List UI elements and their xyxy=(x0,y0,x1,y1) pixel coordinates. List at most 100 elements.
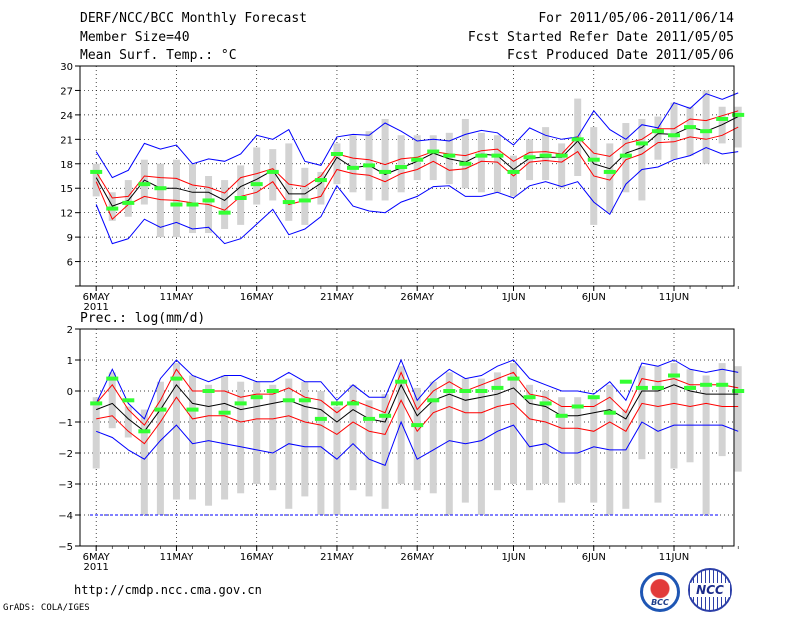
x-tick-label: 11MAY xyxy=(160,552,194,563)
ensemble-range-bar xyxy=(622,409,630,509)
ensemble-mean-line xyxy=(96,383,739,433)
ensemble-range-bar xyxy=(172,159,180,238)
fcst-started-date: Fcst Started Refer Date 2011/05/05 xyxy=(467,30,734,45)
observed-marker xyxy=(347,401,359,406)
observed-marker xyxy=(170,376,183,381)
plot-frame xyxy=(79,328,735,547)
chart-title: DERF/NCC/BCC Monthly Forecast xyxy=(80,11,307,26)
ensemble-range-bar xyxy=(333,143,341,185)
ensemble-range-bar xyxy=(526,139,534,181)
ensemble-range-bar xyxy=(189,163,196,234)
observed-marker xyxy=(234,196,247,200)
y-tick-label: 30 xyxy=(60,62,73,73)
y-tick-label: 12 xyxy=(60,209,73,220)
ensemble-range-bar xyxy=(686,369,694,463)
ensemble-range-bar xyxy=(606,143,614,213)
observed-marker xyxy=(347,165,359,170)
x-tick-label: 1JUN xyxy=(501,552,525,563)
observed-marker xyxy=(202,389,215,393)
ensemble-range-bar xyxy=(686,106,694,156)
observed-marker xyxy=(651,385,664,390)
ensemble-range-bar xyxy=(156,163,164,238)
y-tick-label: −1 xyxy=(58,418,73,429)
observed-marker xyxy=(234,401,247,406)
ensemble-range-bar xyxy=(140,159,148,205)
x-tick-sublabel: 2011 xyxy=(83,302,108,313)
observed-marker xyxy=(363,163,376,168)
source-url[interactable]: http://cmdp.ncc.cma.gov.cn xyxy=(74,583,262,597)
member-size: Member Size=40 xyxy=(80,30,190,45)
ensemble-range-bar xyxy=(285,143,293,221)
ensemble-range-bar xyxy=(172,363,180,500)
observed-marker xyxy=(491,153,504,158)
observed-marker xyxy=(587,395,600,400)
observed-marker xyxy=(523,395,536,400)
y-tick-label: 21 xyxy=(60,135,73,146)
x-tick-label: 26MAY xyxy=(400,292,434,303)
ncc-logo-label: NCC xyxy=(690,583,730,597)
ensemble-range-bar xyxy=(253,147,261,205)
observed-marker xyxy=(154,186,167,191)
plot-frame xyxy=(79,65,735,287)
observed-marker xyxy=(700,382,713,387)
observed-marker xyxy=(282,398,295,403)
y-tick-label: 6 xyxy=(67,258,73,269)
observed-marker xyxy=(684,385,697,390)
min-envelope-line xyxy=(96,420,739,467)
observed-marker xyxy=(266,389,279,393)
x-tick-label: 6MAY xyxy=(83,552,111,563)
ensemble-range-bar xyxy=(654,366,662,503)
ensemble-range-bar xyxy=(156,381,164,515)
ensemble-range-bar xyxy=(413,387,421,491)
y-tick-label: 2 xyxy=(67,325,73,336)
observed-marker xyxy=(443,153,456,158)
observed-marker xyxy=(635,385,648,390)
observed-marker xyxy=(603,410,616,415)
fcst-produced-date: Fcst Produced Date 2011/05/06 xyxy=(507,48,734,63)
ensemble-range-bar xyxy=(124,406,132,438)
observed-marker xyxy=(635,141,648,146)
ensemble-range-bar xyxy=(349,135,357,193)
ensemble-range-bar xyxy=(301,167,309,225)
ensemble-range-bar xyxy=(654,116,662,160)
ensemble-range-bar xyxy=(92,397,100,469)
y-tick-label: −3 xyxy=(58,480,73,491)
observed-marker xyxy=(395,165,408,170)
observed-marker xyxy=(668,133,680,138)
ensemble-range-bar xyxy=(381,394,389,509)
observed-marker xyxy=(170,202,183,207)
x-tick-label: 6JUN xyxy=(582,292,606,303)
forecast-range: For 2011/05/06-2011/06/14 xyxy=(538,11,734,26)
observed-marker xyxy=(539,401,552,406)
y-tick-label: 15 xyxy=(60,184,73,195)
observed-marker xyxy=(651,129,664,134)
ensemble-range-bar xyxy=(317,391,325,515)
observed-marker xyxy=(330,152,343,156)
ensemble-range-bar xyxy=(477,378,485,515)
observed-marker xyxy=(106,206,119,211)
x-tick-label: 11JUN xyxy=(659,292,689,303)
observed-marker xyxy=(603,169,616,174)
observed-marker xyxy=(619,379,632,384)
observed-marker xyxy=(427,398,440,403)
y-tick-label: 1 xyxy=(67,356,73,367)
ensemble-range-bar xyxy=(397,135,405,193)
ensemble-range-bar xyxy=(461,378,469,503)
ensemble-range-bar xyxy=(108,372,116,429)
x-tick-label: 1JUN xyxy=(501,292,525,303)
ensemble-range-bar xyxy=(477,132,485,193)
observed-marker xyxy=(507,376,520,381)
observed-marker xyxy=(732,112,745,117)
x-tick-label: 26MAY xyxy=(400,552,434,563)
ensemble-range-bar xyxy=(558,397,566,503)
y-tick-label: 0 xyxy=(67,387,73,398)
max-envelope-line xyxy=(95,358,739,420)
observed-marker xyxy=(668,373,680,378)
ncc-logo-icon: NCC xyxy=(688,568,732,612)
observed-marker xyxy=(138,182,151,187)
ensemble-range-bar xyxy=(718,363,726,457)
x-tick-sublabel: 2011 xyxy=(83,562,108,573)
observed-marker xyxy=(716,382,729,387)
ensemble-range-bar xyxy=(542,127,550,181)
